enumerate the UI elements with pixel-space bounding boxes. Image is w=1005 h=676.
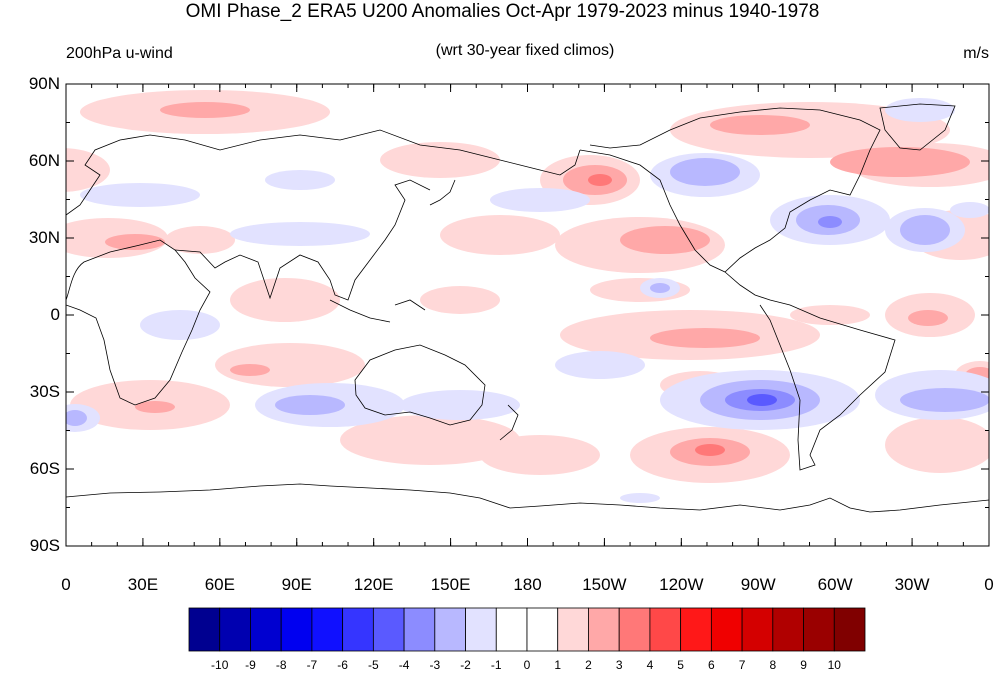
- colorbar-swatch: [188, 607, 221, 652]
- colorbar-tick-label: 2: [585, 658, 592, 672]
- colorbar-swatch: [465, 607, 497, 652]
- colorbar-swatch: [618, 607, 651, 652]
- colorbar-swatch: [557, 607, 589, 652]
- lon-tick-label: 0: [61, 575, 71, 594]
- colorbar-tick-label: 0: [523, 658, 531, 672]
- lat-tick-label: 90S: [29, 536, 60, 555]
- colorbar-swatch: [372, 607, 405, 652]
- colorbar-swatch: [219, 607, 251, 652]
- colorbar-swatch: [649, 607, 682, 652]
- lat-tick-label: 30S: [29, 382, 60, 401]
- anomaly-shading: [66, 90, 989, 513]
- lat-tick-label: 30N: [28, 228, 60, 247]
- positive-anomalies-strong: [588, 174, 725, 456]
- colorbar-tick-label: -4: [398, 658, 410, 672]
- colorbar-tick-label: -6: [337, 658, 348, 672]
- colorbar-swatch: [772, 607, 804, 652]
- colorbar-tick-label: 6: [708, 658, 715, 672]
- lat-tick-label: 0: [50, 305, 60, 324]
- variable-label: 200hPa u-wind: [66, 45, 173, 62]
- coastlines: [66, 103, 989, 513]
- colorbar-swatch: [434, 607, 466, 652]
- colorbar-tick-label: 3: [615, 658, 623, 672]
- colorbar-swatch: [280, 607, 313, 652]
- colorbar: [188, 607, 866, 652]
- lon-tick-label: 90W: [740, 575, 776, 594]
- colorbar-tick-label: -3: [429, 658, 441, 672]
- colorbar-swatch: [680, 607, 712, 652]
- colorbar-tick-label: 9: [800, 658, 807, 672]
- subtitle-label: (wrt 30-year fixed climos): [435, 42, 615, 59]
- colorbar-swatch: [495, 607, 528, 652]
- axis-ticks: [65, 83, 990, 547]
- colorbar-tick-label: -5: [368, 658, 379, 672]
- lon-tick-label: 60W: [817, 575, 853, 594]
- colorbar-swatch: [526, 607, 559, 652]
- colorbar-tick-label: 4: [646, 658, 654, 672]
- lon-tick-label: 120W: [659, 575, 704, 594]
- colorbar-swatch: [803, 607, 835, 652]
- chart-title: OMI Phase_2 ERA5 U200 Anomalies Oct-Apr …: [185, 1, 820, 22]
- negative-anomalies-core: [747, 394, 777, 406]
- colorbar-tick-label: 8: [769, 658, 777, 672]
- colorbar-tick-label: 10: [827, 658, 841, 672]
- lat-tick-label: 60S: [29, 459, 60, 478]
- colorbar-tick-label: -2: [460, 658, 471, 672]
- colorbar-swatch: [311, 607, 344, 652]
- positive-anomalies-light: [66, 90, 989, 483]
- lon-tick-label: 30E: [127, 575, 159, 594]
- colorbar-swatch: [342, 607, 374, 652]
- lon-tick-label: 150E: [430, 575, 471, 594]
- colorbar-tick-label: 1: [554, 658, 562, 672]
- units-label: m/s: [963, 45, 989, 62]
- colorbar-tick-label: -9: [245, 658, 256, 672]
- lon-tick-label: 60E: [204, 575, 235, 594]
- positive-anomalies-medium: [105, 102, 989, 466]
- lon-tick-label: 90E: [281, 575, 312, 594]
- colorbar-swatch: [741, 607, 774, 652]
- lon-tick-label: 180: [513, 575, 542, 594]
- colorbar-swatch: [403, 607, 436, 652]
- lon-tick-label: 30W: [894, 575, 930, 594]
- colorbar-swatch: [710, 607, 743, 652]
- lat-tick-label: 90N: [28, 74, 60, 93]
- colorbar-tick-label: -10: [211, 658, 229, 672]
- colorbar-tick-label: -1: [490, 658, 502, 672]
- lon-tick-label: 0: [984, 575, 994, 594]
- colorbar-swatch: [250, 607, 282, 652]
- colorbar-tick-label: -8: [275, 658, 287, 672]
- colorbar-swatch: [833, 607, 866, 652]
- colorbar-tick-label: 5: [677, 658, 684, 672]
- colorbar-tick-label: -7: [306, 658, 318, 672]
- lon-tick-label: 120E: [353, 575, 394, 594]
- lon-tick-label: 150W: [582, 575, 627, 594]
- lat-tick-label: 60N: [28, 151, 60, 170]
- colorbar-tick-label: 7: [738, 658, 746, 672]
- colorbar-swatch: [588, 607, 620, 652]
